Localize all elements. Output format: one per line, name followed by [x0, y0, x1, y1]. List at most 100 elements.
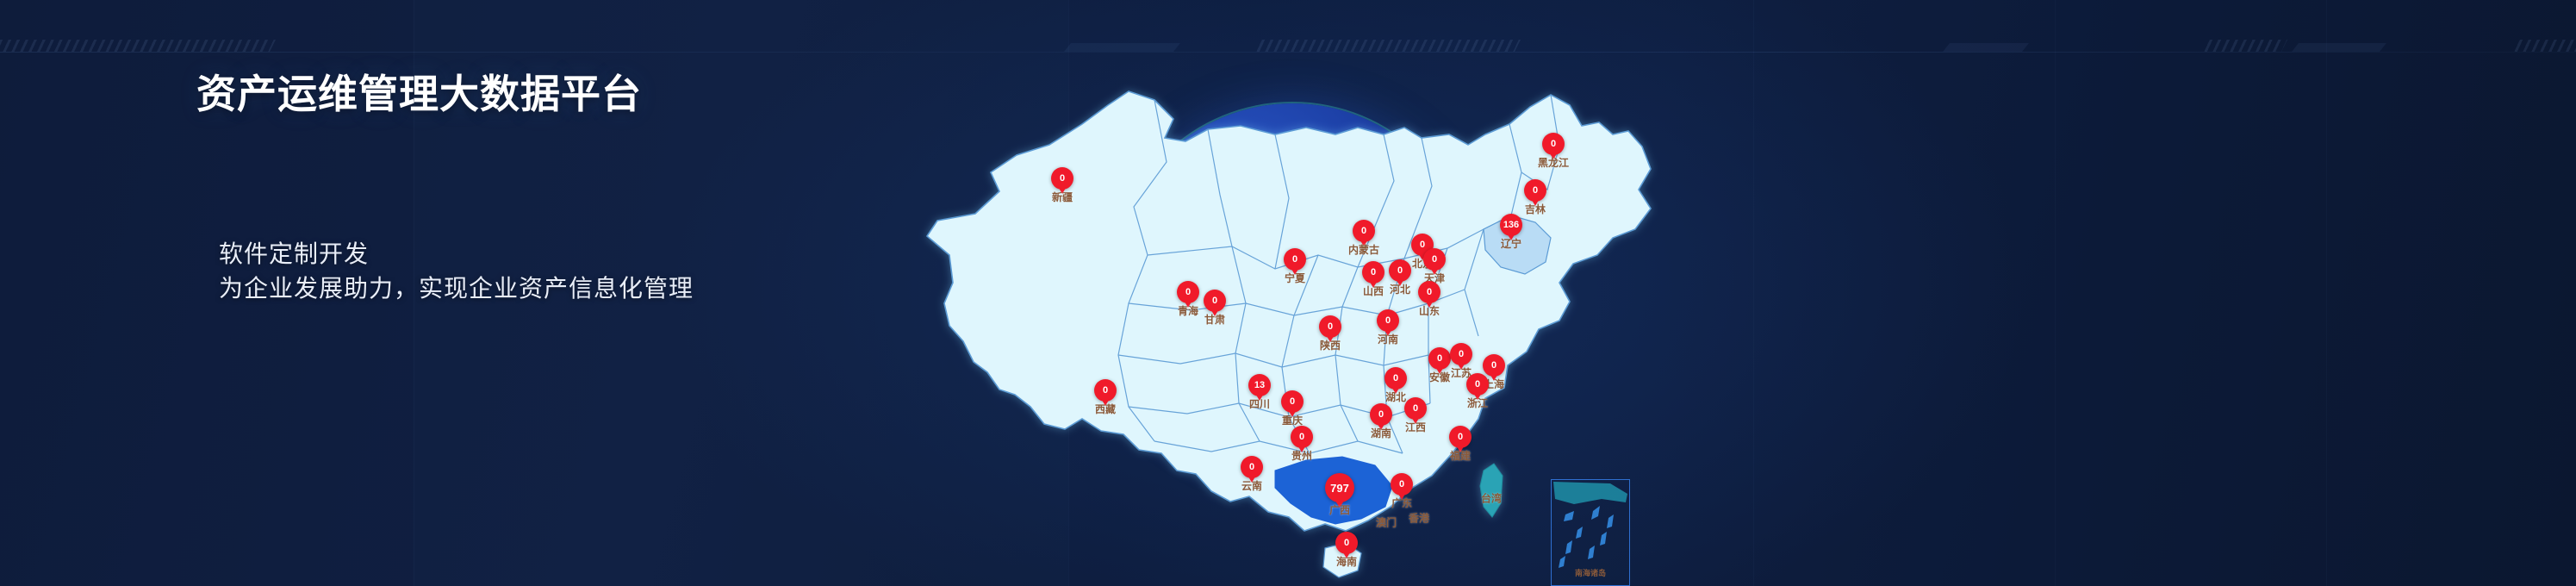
map-marker-label: 陕西 — [1319, 340, 1341, 352]
map-marker-value: 0 — [1102, 384, 1109, 396]
map-marker-value: 0 — [1458, 348, 1465, 359]
map-marker[interactable]: 0 云南 — [1241, 456, 1263, 492]
top-decor-rule — [0, 52, 2576, 53]
map-marker[interactable]: 797 广西 — [1325, 473, 1354, 516]
map-marker-value: 0 — [1392, 372, 1399, 383]
map-pin-icon[interactable]: 0 — [1423, 248, 1446, 271]
map-pin-icon[interactable]: 0 — [1466, 373, 1489, 396]
map-marker[interactable]: 0 江苏 — [1450, 343, 1472, 379]
map-pin-icon[interactable]: 0 — [1418, 281, 1440, 303]
map-pin-icon[interactable]: 0 — [1284, 248, 1306, 271]
map-pin-icon[interactable]: 0 — [1384, 367, 1407, 390]
map-pin-icon[interactable]: 797 — [1325, 473, 1354, 502]
map-marker[interactable]: 0 河北 — [1389, 259, 1411, 296]
map-pin-icon[interactable]: 0 — [1370, 403, 1392, 426]
top-decor-nub — [1943, 43, 2029, 52]
map-marker-label: 湖南 — [1370, 427, 1392, 440]
map-marker-label: 海南 — [1335, 556, 1358, 568]
map-marker-value: 0 — [1550, 138, 1557, 149]
map-marker[interactable]: 0 安徽 — [1428, 347, 1451, 383]
map-pin-icon[interactable]: 0 — [1177, 281, 1199, 303]
map-pin-icon[interactable]: 0 — [1281, 390, 1304, 413]
map-pin-icon[interactable]: 0 — [1524, 179, 1546, 202]
map-pin-icon[interactable]: 0 — [1542, 133, 1565, 155]
map-marker[interactable]: 0 福建 — [1449, 426, 1472, 462]
map-marker-value: 0 — [1431, 253, 1438, 265]
map-marker-label: 吉林 — [1524, 203, 1546, 215]
map-pin-icon[interactable]: 0 — [1449, 426, 1472, 448]
map-pin-icon[interactable]: 136 — [1500, 214, 1522, 236]
map-marker-value: 0 — [1490, 359, 1497, 371]
map-marker[interactable]: 0 西藏 — [1094, 379, 1117, 415]
map-marker-label: 青海 — [1177, 305, 1199, 317]
map-pin-icon[interactable]: 0 — [1319, 315, 1341, 338]
map-marker[interactable]: 0 山西 — [1362, 261, 1384, 297]
bg-seam — [1753, 0, 1754, 586]
map-marker-value: 0 — [1370, 266, 1377, 277]
map-pin-icon[interactable]: 0 — [1404, 397, 1427, 420]
map-pin-icon[interactable]: 0 — [1291, 426, 1313, 448]
map-marker-label: 浙江 — [1466, 397, 1489, 409]
map-marker[interactable]: 0 浙江 — [1466, 373, 1489, 409]
map-marker[interactable]: 0 山东 — [1418, 281, 1440, 317]
map-marker-value: 0 — [1426, 286, 1433, 297]
map-pin-icon[interactable]: 0 — [1335, 532, 1358, 554]
map-marker[interactable]: 0 湖南 — [1370, 403, 1392, 440]
map-marker-value: 0 — [1384, 315, 1391, 326]
map-marker[interactable]: 0 广东 — [1391, 473, 1413, 509]
map-marker-label: 西藏 — [1094, 403, 1117, 415]
map-pin-icon[interactable]: 0 — [1353, 220, 1375, 242]
map-marker-value: 0 — [1398, 478, 1405, 489]
map-marker[interactable]: 0 江西 — [1404, 397, 1427, 433]
map-pin-icon[interactable]: 0 — [1428, 347, 1451, 370]
map-pin-icon[interactable]: 0 — [1377, 309, 1399, 332]
map-pin-icon[interactable]: 0 — [1450, 343, 1472, 365]
map-marker-label: 新疆 — [1051, 191, 1073, 203]
map-province-borders — [1117, 94, 1560, 454]
map-marker[interactable]: 0 重庆 — [1281, 390, 1304, 427]
map-marker[interactable]: 0 新疆 — [1051, 167, 1073, 203]
map-marker[interactable]: 0 贵州 — [1291, 426, 1313, 462]
map-marker[interactable]: 13 四川 — [1248, 374, 1271, 410]
map-marker-value: 0 — [1185, 286, 1192, 297]
map-marker[interactable]: 0 河南 — [1377, 309, 1399, 346]
map-marker-value: 0 — [1532, 184, 1539, 196]
map-marker[interactable]: 0 黑龙江 — [1538, 133, 1569, 169]
map-pin-icon[interactable]: 0 — [1094, 379, 1117, 402]
map-marker[interactable]: 0 上海 — [1483, 354, 1505, 390]
map-marker[interactable]: 0 海南 — [1335, 532, 1358, 568]
map-marker-value: 0 — [1289, 396, 1296, 407]
map-island-taiwan — [1479, 463, 1503, 518]
map-pin-icon[interactable]: 0 — [1389, 259, 1411, 282]
map-marker-value: 0 — [1360, 225, 1367, 236]
map-marker[interactable]: 0 天津 — [1423, 248, 1446, 284]
map-marker[interactable]: 136 辽宁 — [1500, 214, 1522, 250]
page-title: 资产运维管理大数据平台 — [196, 72, 642, 116]
map-marker-label: 贵州 — [1291, 450, 1313, 462]
map-marker[interactable]: 0 陕西 — [1319, 315, 1341, 352]
map-marker-label: 甘肃 — [1204, 314, 1226, 326]
map-pin-icon[interactable]: 0 — [1391, 473, 1413, 496]
map-marker[interactable]: 0 青海 — [1177, 281, 1199, 317]
map-marker-value: 0 — [1412, 402, 1419, 414]
map-marker-value: 797 — [1330, 481, 1349, 495]
map-marker[interactable]: 0 内蒙古 — [1348, 220, 1379, 256]
subtitle-line-1: 软件定制开发 — [219, 241, 370, 268]
map-pin-icon[interactable]: 0 — [1362, 261, 1384, 284]
map-pin-icon[interactable]: 0 — [1241, 456, 1263, 478]
map-marker-value: 13 — [1254, 379, 1266, 390]
map-marker-label: 广西 — [1328, 504, 1351, 516]
china-map[interactable]: 0 新疆 0 黑龙江 0 吉林 136 辽宁 0 内蒙古 0 北京 0 天津 0 宁夏 0 山西 0 河北 0 山东 0 青海… — [870, 52, 1740, 586]
map-marker[interactable]: 0 宁夏 — [1284, 248, 1306, 284]
map-pin-icon[interactable]: 0 — [1483, 354, 1505, 377]
inset-caption: 南海诸岛 — [1574, 569, 1606, 577]
map-marker-label: 山东 — [1418, 305, 1440, 317]
map-marker[interactable]: 0 湖北 — [1384, 367, 1407, 403]
map-pin-icon[interactable]: 13 — [1248, 374, 1271, 396]
map-pin-icon[interactable]: 0 — [1051, 167, 1073, 190]
map-pin-icon[interactable]: 0 — [1204, 290, 1226, 312]
map-marker-label: 河南 — [1377, 334, 1399, 346]
map-marker[interactable]: 0 甘肃 — [1204, 290, 1226, 326]
map-marker[interactable]: 0 吉林 — [1524, 179, 1546, 215]
